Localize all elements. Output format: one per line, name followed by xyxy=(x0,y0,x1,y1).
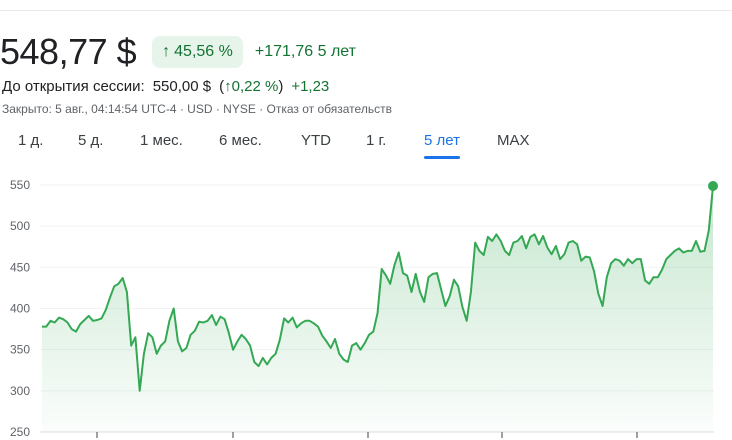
premarket-price: 550,00 $ xyxy=(152,78,212,95)
tab-1-month[interactable]: 1 мес. xyxy=(140,132,183,149)
tab-ytd[interactable]: YTD xyxy=(301,132,331,149)
premarket-delta: +1,23 xyxy=(291,78,330,95)
y-axis-labels: 550 500 450 400 350 300 250 xyxy=(10,178,30,439)
close-info: Закрыто: 5 авг., 04:14:54 UTC-4 · USD · … xyxy=(2,102,392,116)
price-chart[interactable]: 550 500 450 400 350 300 250 xyxy=(0,168,732,440)
x-axis-ticks xyxy=(96,432,638,438)
paren-open: ( xyxy=(219,78,225,95)
arrow-up-icon: ↑ xyxy=(224,78,232,95)
latest-price-dot xyxy=(708,181,718,192)
tab-6-months[interactable]: 6 мес. xyxy=(219,132,262,149)
y-tick-label: 350 xyxy=(10,343,30,357)
tab-max[interactable]: MAX xyxy=(497,132,530,149)
y-tick-label: 450 xyxy=(10,260,30,274)
tab-5-days[interactable]: 5 д. xyxy=(78,132,104,149)
percent-change-badge: ↑ 45,56 % xyxy=(152,36,243,68)
change-period: 5 лет xyxy=(317,43,356,60)
range-tabs: 1 д. 5 д. 1 мес. 6 мес. YTD 1 г. 5 лет M… xyxy=(0,130,732,162)
arrow-up-icon: ↑ xyxy=(162,43,171,60)
y-tick-label: 400 xyxy=(10,302,30,316)
y-tick-label: 500 xyxy=(10,219,30,233)
price-line xyxy=(42,185,714,392)
absolute-change: +171,76 5 лет xyxy=(255,43,356,61)
top-divider xyxy=(0,10,732,11)
paren-close: ) xyxy=(278,78,284,95)
premarket-label: До открытия сессии: xyxy=(2,78,145,95)
premarket-row: До открытия сессии: 550,00 $ ( ↑ 0,22 % … xyxy=(2,78,329,95)
tab-1-year[interactable]: 1 г. xyxy=(366,132,387,149)
percent-change-value: 45,56 % xyxy=(174,43,233,60)
y-tick-label: 550 xyxy=(10,178,30,192)
tab-5-years[interactable]: 5 лет xyxy=(424,130,460,159)
current-price: 548,77 $ xyxy=(0,31,137,72)
tab-1-day[interactable]: 1 д. xyxy=(18,132,44,149)
y-tick-label: 250 xyxy=(10,425,30,439)
y-tick-label: 300 xyxy=(10,384,30,398)
price-area-fill xyxy=(42,186,713,432)
absolute-change-value: +171,76 xyxy=(254,43,314,60)
quote-header: 548,77 $ ↑ 45,56 % +171,76 5 лет xyxy=(0,30,356,74)
premarket-percent: 0,22 % xyxy=(231,78,279,95)
